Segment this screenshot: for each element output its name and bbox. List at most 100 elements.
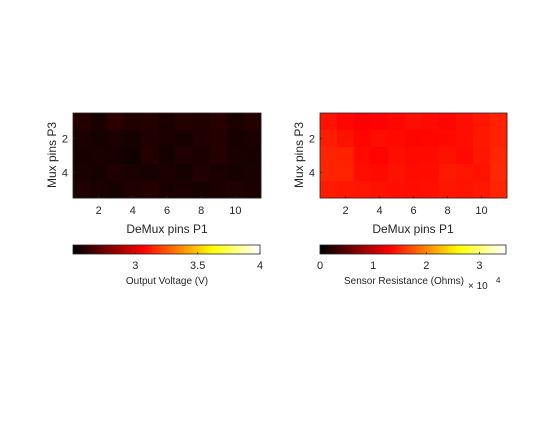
left-colorbar-strip bbox=[140, 245, 144, 254]
right-heatmap-cell bbox=[337, 164, 355, 182]
left-heatmap-cell bbox=[73, 164, 91, 182]
left-colorbar-strip bbox=[242, 245, 246, 254]
right-colorbar-strip bbox=[503, 245, 507, 254]
right-colorbar-box bbox=[319, 244, 507, 255]
left-heatmap-cell bbox=[175, 147, 194, 165]
left-colorbar-strip bbox=[254, 245, 258, 254]
left-colorbar-strip bbox=[245, 245, 249, 254]
right-y-ticks: 24 bbox=[309, 134, 322, 180]
right-colorbar-strip bbox=[485, 245, 489, 254]
right-colorbar-strip bbox=[488, 245, 492, 254]
left-colorbar-strip bbox=[157, 245, 162, 254]
left-heatmap-cell bbox=[226, 164, 245, 182]
left-heatmap-cell bbox=[124, 181, 142, 199]
right-heatmap-cell bbox=[439, 113, 457, 131]
left-heatmap-cell bbox=[141, 147, 159, 165]
right-colorbar-strip bbox=[337, 245, 341, 254]
right-colorbar-strip bbox=[386, 245, 391, 254]
left-colorbar-strip bbox=[233, 245, 238, 254]
left-colorbar-strip bbox=[189, 245, 194, 254]
left-heatmap-cell bbox=[73, 147, 91, 165]
right-heatmap-cell bbox=[320, 181, 338, 199]
left-heatmap-cell bbox=[158, 164, 176, 182]
left-heatmap-cell bbox=[158, 130, 176, 148]
right-colorbar-strip bbox=[421, 245, 426, 254]
right-colorbar-strip bbox=[322, 245, 327, 254]
left-colorbar-strip bbox=[90, 245, 94, 254]
left-colorbar-strip bbox=[207, 245, 211, 254]
left-colorbar-strip bbox=[163, 245, 167, 254]
right-colorbar-exponent-power: 4 bbox=[496, 276, 501, 285]
left-colorbar-strip bbox=[181, 245, 185, 254]
left-heatmap-cell bbox=[124, 113, 142, 131]
right-colorbar-tick-label: 2 bbox=[423, 260, 429, 272]
left-heatmap-cell bbox=[175, 181, 194, 199]
right-heatmap-cell bbox=[337, 147, 355, 165]
right-heatmap-cell bbox=[439, 164, 457, 182]
left-colorbar-strip bbox=[198, 245, 202, 254]
left-heatmap-cell bbox=[175, 113, 194, 131]
left-heatmap-cell bbox=[141, 113, 159, 131]
left-heatmap-cell bbox=[158, 113, 176, 131]
left-colorbar-strip bbox=[105, 245, 109, 254]
right-colorbar-strip bbox=[482, 245, 487, 254]
right-colorbar-strip bbox=[447, 245, 452, 254]
left-heatmap-cell bbox=[73, 113, 91, 131]
right-heatmap-cell bbox=[320, 130, 338, 148]
left-colorbar-strip bbox=[248, 245, 252, 254]
right-colorbar-strip bbox=[392, 245, 396, 254]
left-colorbar-strip bbox=[178, 245, 182, 254]
right-colorbar-strip bbox=[424, 245, 428, 254]
right-heatmap-cell bbox=[354, 181, 372, 199]
right-colorbar-strip bbox=[366, 245, 370, 254]
left-heatmap-cell bbox=[90, 147, 108, 165]
left-colorbar-strip bbox=[110, 245, 115, 254]
right-heatmap-cell bbox=[490, 181, 508, 199]
right-colorbar-exponent-base: × 10 bbox=[468, 281, 488, 292]
left-y-tick-label: 2 bbox=[62, 134, 68, 146]
right-heatmap-cell bbox=[456, 113, 474, 131]
left-colorbar-strip bbox=[224, 245, 229, 254]
right-heatmap-cell bbox=[422, 181, 440, 199]
left-colorbar-strip bbox=[122, 245, 126, 254]
right-heatmap-cell bbox=[473, 130, 491, 148]
left-heatmap-cell bbox=[243, 113, 262, 131]
right-colorbar-strip bbox=[474, 245, 478, 254]
right-colorbar-strip bbox=[372, 245, 376, 254]
left-y-axis-label: Mux pins P3 bbox=[45, 122, 59, 188]
left-heatmap-cell bbox=[192, 147, 211, 165]
right-heatmap-cell bbox=[388, 113, 406, 131]
left-colorbar-strip bbox=[113, 245, 118, 254]
left-colorbar-strip bbox=[73, 245, 77, 254]
right-colorbar-strip bbox=[395, 245, 399, 254]
left-colorbar-strip bbox=[192, 245, 197, 254]
left-colorbar-strip bbox=[175, 245, 179, 254]
left-colorbar-tick-label: 4 bbox=[257, 260, 263, 272]
right-colorbar-strip bbox=[453, 245, 457, 254]
right-colorbar-strip bbox=[351, 245, 356, 254]
left-colorbar-strip bbox=[169, 245, 173, 254]
right-heatmap-cell bbox=[388, 147, 406, 165]
right-colorbar-strip bbox=[427, 245, 431, 254]
left-heatmap-cell bbox=[226, 181, 245, 199]
left-heatmap-cell bbox=[158, 181, 176, 199]
left-colorbar-strip bbox=[204, 245, 208, 254]
left-colorbar-strip bbox=[230, 245, 235, 254]
left-y-tick-label: 4 bbox=[62, 168, 68, 180]
left-heatmap-cell bbox=[90, 130, 108, 148]
right-x-tick-label: 10 bbox=[475, 205, 487, 217]
left-heatmap-cell bbox=[90, 181, 108, 199]
right-heatmap-cell bbox=[354, 113, 372, 131]
left-y-ticks: 24 bbox=[62, 134, 75, 180]
left-heatmap-cell bbox=[158, 147, 176, 165]
right-colorbar-strip bbox=[328, 245, 333, 254]
left-heatmap-cell bbox=[209, 130, 228, 148]
right-colorbar-strip bbox=[456, 245, 460, 254]
right-colorbar-strip bbox=[465, 245, 469, 254]
left-colorbar-strip bbox=[186, 245, 191, 254]
left-heatmap-cell bbox=[209, 164, 228, 182]
right-colorbar-strip bbox=[433, 245, 437, 254]
right-heatmap-cell bbox=[371, 147, 389, 165]
